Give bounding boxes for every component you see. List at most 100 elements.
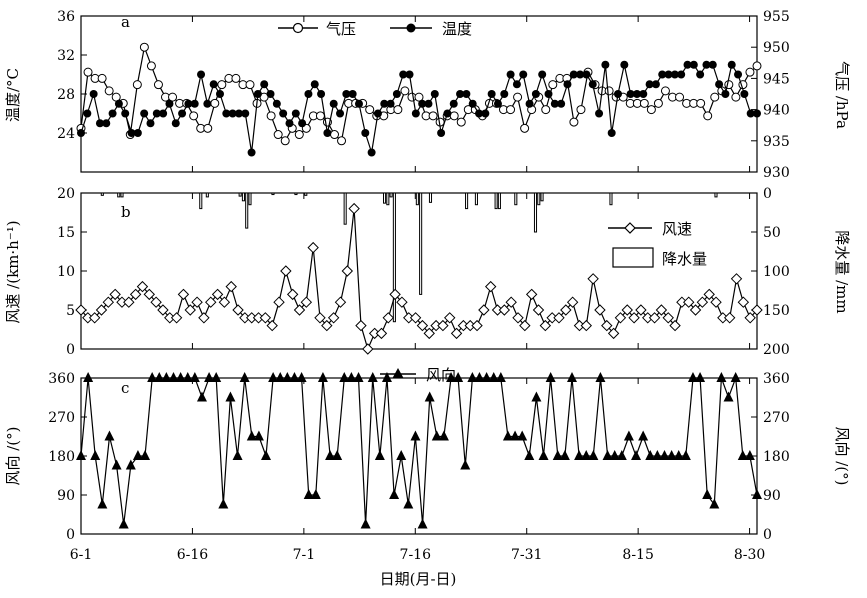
windspeed-point [191,296,203,308]
pressure-point [365,105,375,115]
temperature-point [531,90,540,98]
winddirection-point [389,489,400,499]
winddirection-point [559,450,570,460]
series-line-filled-triangle [80,377,758,525]
legend-temperature-label: 温度 [442,20,472,38]
temperature-point [677,70,686,79]
windspeed-point [478,304,490,316]
windspeed-point [587,273,599,285]
right-tick-label: 50 [763,225,781,241]
pressure-point [266,111,276,121]
pressure-point [576,105,586,115]
temperature-point [165,99,174,108]
temperature-point [512,80,521,89]
winddirection-point [609,450,620,460]
winddirection-point [695,372,706,382]
precipitation-bar [714,192,718,198]
windspeed-point [580,319,593,332]
windspeed-point [280,265,292,277]
right-tick-label: 930 [763,165,790,181]
windspeed-point [409,312,422,324]
temperature-point [746,109,755,118]
winddirection-point [125,459,136,470]
windspeed-point [293,304,306,316]
windspeed-point [628,312,640,324]
temperature-point [127,129,136,137]
windspeed-point [382,312,394,324]
temperature-point [317,90,326,98]
winddirection-point [325,450,336,460]
left-tick-label: 20 [57,186,75,202]
winddirection-point [104,430,115,441]
temperature-point [664,70,673,79]
windspeed-point [348,202,360,215]
panel-b-letter: b [121,203,131,221]
windspeed-point [560,304,572,316]
temperature-point [114,99,123,108]
temperature-point [171,119,180,128]
winddirection-point [140,450,151,460]
x-tick-label: 8-30 [734,547,765,563]
temperature-point [373,109,382,118]
precipitation-bar [386,192,390,206]
temperature-point [430,90,439,98]
temperature-point [190,99,199,108]
precipitation-bar [474,192,478,206]
legend-pressure-marker [292,22,304,34]
winddirection-point [261,450,272,460]
temperature-point [336,109,345,118]
winddirection-point [239,372,250,382]
precipitation-bar [245,192,249,229]
winddirection-point [246,430,257,441]
windspeed-point [416,319,429,332]
winddirection-point [666,450,677,460]
winddirection-point [332,450,343,460]
windspeed-point [286,288,299,301]
temperature-point [670,70,679,79]
windspeed-point [123,296,135,308]
temperature-point [645,80,654,89]
windspeed-point [102,296,115,308]
precipitation-bar [540,192,544,202]
winddirection-point [225,391,236,402]
temperature-point [354,99,363,108]
windspeed-point [232,304,244,316]
precipitation-bar [117,192,121,198]
panel-a-letter: a [121,13,130,31]
winddirection-point [752,489,762,499]
windspeed-point [143,288,155,301]
windspeed-point [341,265,354,277]
x-tick-label: 6-1 [70,547,93,563]
pressure-point [400,86,410,96]
winddirection-point [453,372,464,382]
pressure-point [646,105,656,115]
temperature-point [607,129,616,137]
winddirection-point [595,372,606,382]
panel-a: 24 28 32 36 930 935 940 945 950 955 a 温度/°C 气压 /… [4,9,851,181]
windspeed-point [471,319,483,332]
winddirection-point [730,372,741,382]
winddirection-point [581,450,592,460]
temperature-point [159,109,168,118]
windspeed-point [532,304,545,316]
temperature-point [146,119,155,128]
winddirection-point [211,372,222,382]
winddirection-point [424,391,435,402]
winddirection-point [367,372,378,382]
x-tick-label: 6-16 [177,547,209,563]
temperature-point [538,70,547,79]
temperature-point [708,60,717,69]
precipitation-bar [205,192,209,198]
temperature-point [411,109,420,118]
winddirection-point [268,372,279,382]
pressure-point [731,92,741,102]
legend-winddirection-marker [392,368,404,378]
windspeed-point [450,327,463,340]
pressure-point [203,123,213,133]
temperature-point [95,119,104,128]
temperature-point [569,70,578,79]
winddirection-point [282,372,293,382]
windspeed-point [566,296,579,308]
windspeed-point [300,296,313,308]
temperature-point [632,90,641,98]
